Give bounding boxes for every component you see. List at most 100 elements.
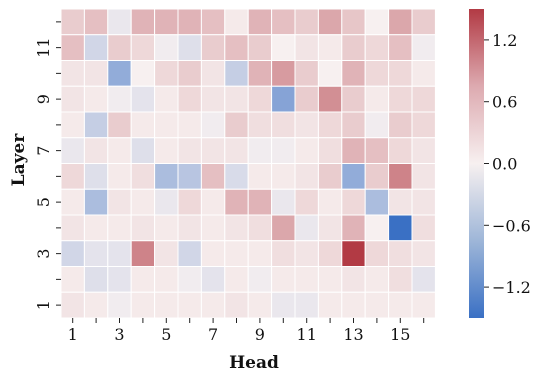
heatmap-cell bbox=[107, 85, 132, 113]
heatmap-cell bbox=[247, 240, 273, 267]
heatmap-cell bbox=[224, 188, 249, 216]
x-axis-ticks: 1 3 5 7 9 11 13 15 bbox=[68, 318, 425, 344]
colorbar-ticks: 1.2 0.6 0.0 −0.6 −1.2 bbox=[484, 31, 531, 297]
heatmap-cell bbox=[247, 8, 273, 36]
x-tick-label: 3 bbox=[114, 325, 124, 344]
heatmap-cell bbox=[200, 240, 226, 267]
heatmap-cell bbox=[154, 266, 179, 293]
heatmap-cell bbox=[107, 8, 132, 36]
heatmap-cell bbox=[271, 8, 296, 36]
heatmap-cell bbox=[177, 85, 202, 113]
heatmap-cell bbox=[247, 266, 273, 293]
heatmap-cell bbox=[60, 85, 85, 113]
heatmap-cell bbox=[60, 60, 85, 87]
heatmap-cell bbox=[130, 163, 156, 190]
x-tick-label: 5 bbox=[161, 325, 171, 344]
heatmap-cell bbox=[154, 188, 179, 216]
heatmap-cell bbox=[177, 8, 202, 36]
heatmap-cell bbox=[271, 240, 296, 267]
heatmap-cell bbox=[388, 85, 413, 113]
heatmap-cell bbox=[317, 111, 343, 139]
heatmap-cell bbox=[294, 60, 319, 87]
heatmap-cell bbox=[107, 266, 132, 293]
heatmap-cell bbox=[200, 214, 226, 242]
heatmap-cell bbox=[247, 111, 273, 139]
heatmap-cell bbox=[317, 240, 343, 267]
heatmap-cell bbox=[177, 214, 202, 242]
heatmap-cell bbox=[364, 8, 390, 36]
heatmap-cell bbox=[388, 240, 413, 267]
heatmap-cells bbox=[60, 8, 436, 319]
y-tick-label: 3 bbox=[34, 249, 53, 259]
heatmap-cell bbox=[107, 240, 132, 267]
heatmap-cell bbox=[317, 163, 343, 190]
heatmap-cell bbox=[341, 85, 366, 113]
heatmap-cell bbox=[60, 8, 85, 36]
colorbar-tick-label: −1.2 bbox=[492, 278, 531, 297]
heatmap-cell bbox=[388, 163, 413, 190]
heatmap-cell bbox=[83, 214, 109, 242]
heatmap-cell bbox=[83, 8, 109, 36]
heatmap-cell bbox=[294, 266, 319, 293]
heatmap-cell bbox=[364, 60, 390, 87]
heatmap-cell bbox=[411, 111, 436, 139]
heatmap-cell bbox=[130, 266, 156, 293]
heatmap-cell bbox=[107, 137, 132, 164]
heatmap-cell bbox=[224, 34, 249, 61]
heatmap-cell bbox=[247, 34, 273, 61]
heatmap-cell bbox=[341, 214, 366, 242]
heatmap-cell bbox=[271, 111, 296, 139]
heatmap-cell bbox=[341, 291, 366, 319]
heatmap-cell bbox=[130, 214, 156, 242]
heatmap-cell bbox=[247, 137, 273, 164]
heatmap-cell bbox=[247, 163, 273, 190]
heatmap-cell bbox=[364, 188, 390, 216]
heatmap-cell bbox=[294, 188, 319, 216]
heatmap-cell bbox=[60, 111, 85, 139]
y-tick-label: 7 bbox=[34, 146, 53, 156]
heatmap-cell bbox=[200, 60, 226, 87]
heatmap-cell bbox=[107, 291, 132, 319]
heatmap-cell bbox=[294, 137, 319, 164]
heatmap-cell bbox=[271, 34, 296, 61]
y-tick-label: 5 bbox=[34, 197, 53, 207]
heatmap-cell bbox=[364, 291, 390, 319]
heatmap-cell bbox=[364, 266, 390, 293]
y-tick-label: 9 bbox=[34, 94, 53, 104]
heatmap-cell bbox=[388, 188, 413, 216]
heatmap-cell bbox=[341, 240, 366, 267]
heatmap-cell bbox=[317, 8, 343, 36]
heatmap-cell bbox=[200, 188, 226, 216]
heatmap-cell bbox=[107, 34, 132, 61]
heatmap-cell bbox=[271, 214, 296, 242]
heatmap-cell bbox=[364, 111, 390, 139]
heatmap-cell bbox=[388, 34, 413, 61]
heatmap-cell bbox=[83, 111, 109, 139]
heatmap-cell bbox=[224, 291, 249, 319]
heatmap-cell bbox=[154, 240, 179, 267]
heatmap-cell bbox=[107, 60, 132, 87]
heatmap-cell bbox=[107, 111, 132, 139]
heatmap-cell bbox=[317, 188, 343, 216]
colorbar-tick-label: −0.6 bbox=[492, 216, 531, 235]
heatmap-cell bbox=[364, 137, 390, 164]
heatmap-cell bbox=[247, 85, 273, 113]
heatmap-cell bbox=[411, 188, 436, 216]
heatmap-cell bbox=[317, 60, 343, 87]
heatmap-cell bbox=[200, 111, 226, 139]
heatmap-cell bbox=[83, 266, 109, 293]
heatmap-cell bbox=[177, 240, 202, 267]
heatmap-cell bbox=[271, 266, 296, 293]
heatmap-cell bbox=[364, 163, 390, 190]
heatmap-cell bbox=[411, 266, 436, 293]
heatmap-cell bbox=[200, 8, 226, 36]
heatmap-cell bbox=[317, 291, 343, 319]
y-axis-ticks: 11 9 7 5 3 1 bbox=[34, 21, 61, 310]
heatmap-cell bbox=[294, 34, 319, 61]
heatmap-cell bbox=[60, 34, 85, 61]
heatmap-cell bbox=[341, 60, 366, 87]
heatmap-cell bbox=[364, 240, 390, 267]
heatmap-cell bbox=[247, 188, 273, 216]
heatmap-cell bbox=[130, 34, 156, 61]
heatmap-cell bbox=[83, 163, 109, 190]
